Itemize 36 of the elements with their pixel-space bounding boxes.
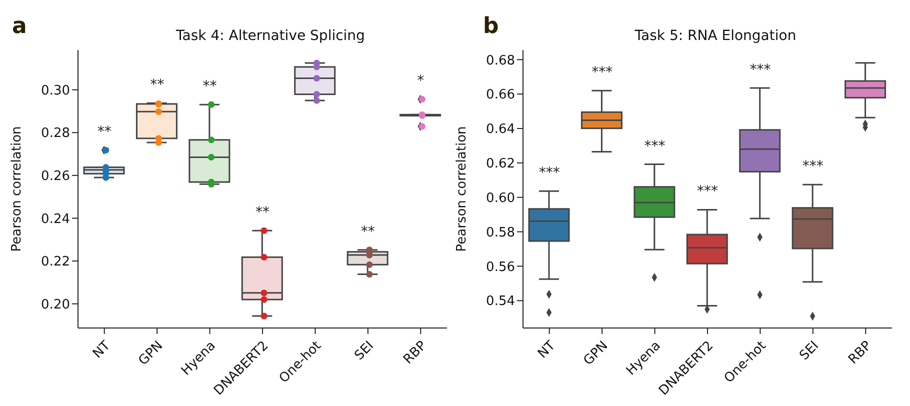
y-tick-label: 0.54 bbox=[486, 294, 515, 310]
y-tick-label: 0.56 bbox=[486, 260, 515, 275]
chart-title: Task 5: RNA Elongation bbox=[634, 28, 798, 44]
y-tick-label: 0.60 bbox=[486, 190, 515, 206]
y-tick-label: 0.22 bbox=[41, 254, 70, 270]
annotation: *** bbox=[538, 165, 560, 182]
y-tick-label: 0.30 bbox=[41, 83, 70, 98]
y-tick-label: 0.20 bbox=[41, 297, 70, 312]
y-tick-label: 0.66 bbox=[486, 88, 515, 103]
y-tick-label: 0.58 bbox=[486, 225, 515, 240]
x-tick-label: NT bbox=[535, 338, 558, 362]
annotation: ** bbox=[256, 204, 270, 221]
y-tick-label: 0.68 bbox=[486, 53, 515, 68]
x-tick-label: SEI bbox=[352, 338, 377, 364]
annotation: *** bbox=[644, 138, 666, 154]
y-tick-label: 0.64 bbox=[486, 122, 515, 138]
annotation: *** bbox=[802, 158, 824, 175]
chart-title: Task 4: Alternative Splicing bbox=[175, 28, 366, 44]
annotation: *** bbox=[750, 62, 771, 78]
annotation: ** bbox=[97, 124, 112, 140]
annotation: ** bbox=[360, 224, 375, 240]
text: b bbox=[483, 14, 499, 39]
y-axis-title: Pearson correlation bbox=[10, 126, 25, 252]
annotation: *** bbox=[592, 64, 613, 81]
y-tick-label: 0.26 bbox=[41, 169, 70, 184]
annotation: ** bbox=[202, 78, 217, 95]
x-tick-label: NT bbox=[90, 338, 114, 362]
x-tick-label: SEI bbox=[797, 338, 822, 364]
y-tick-label: 0.28 bbox=[41, 126, 70, 142]
annotation: *** bbox=[697, 184, 718, 200]
y-tick-label: 0.62 bbox=[486, 156, 515, 172]
annotation: ** bbox=[150, 77, 164, 94]
annotation: * bbox=[417, 73, 424, 90]
y-axis-title: Pearson correlation bbox=[454, 126, 470, 252]
text: a bbox=[12, 14, 27, 39]
y-tick-label: 0.24 bbox=[41, 212, 70, 227]
